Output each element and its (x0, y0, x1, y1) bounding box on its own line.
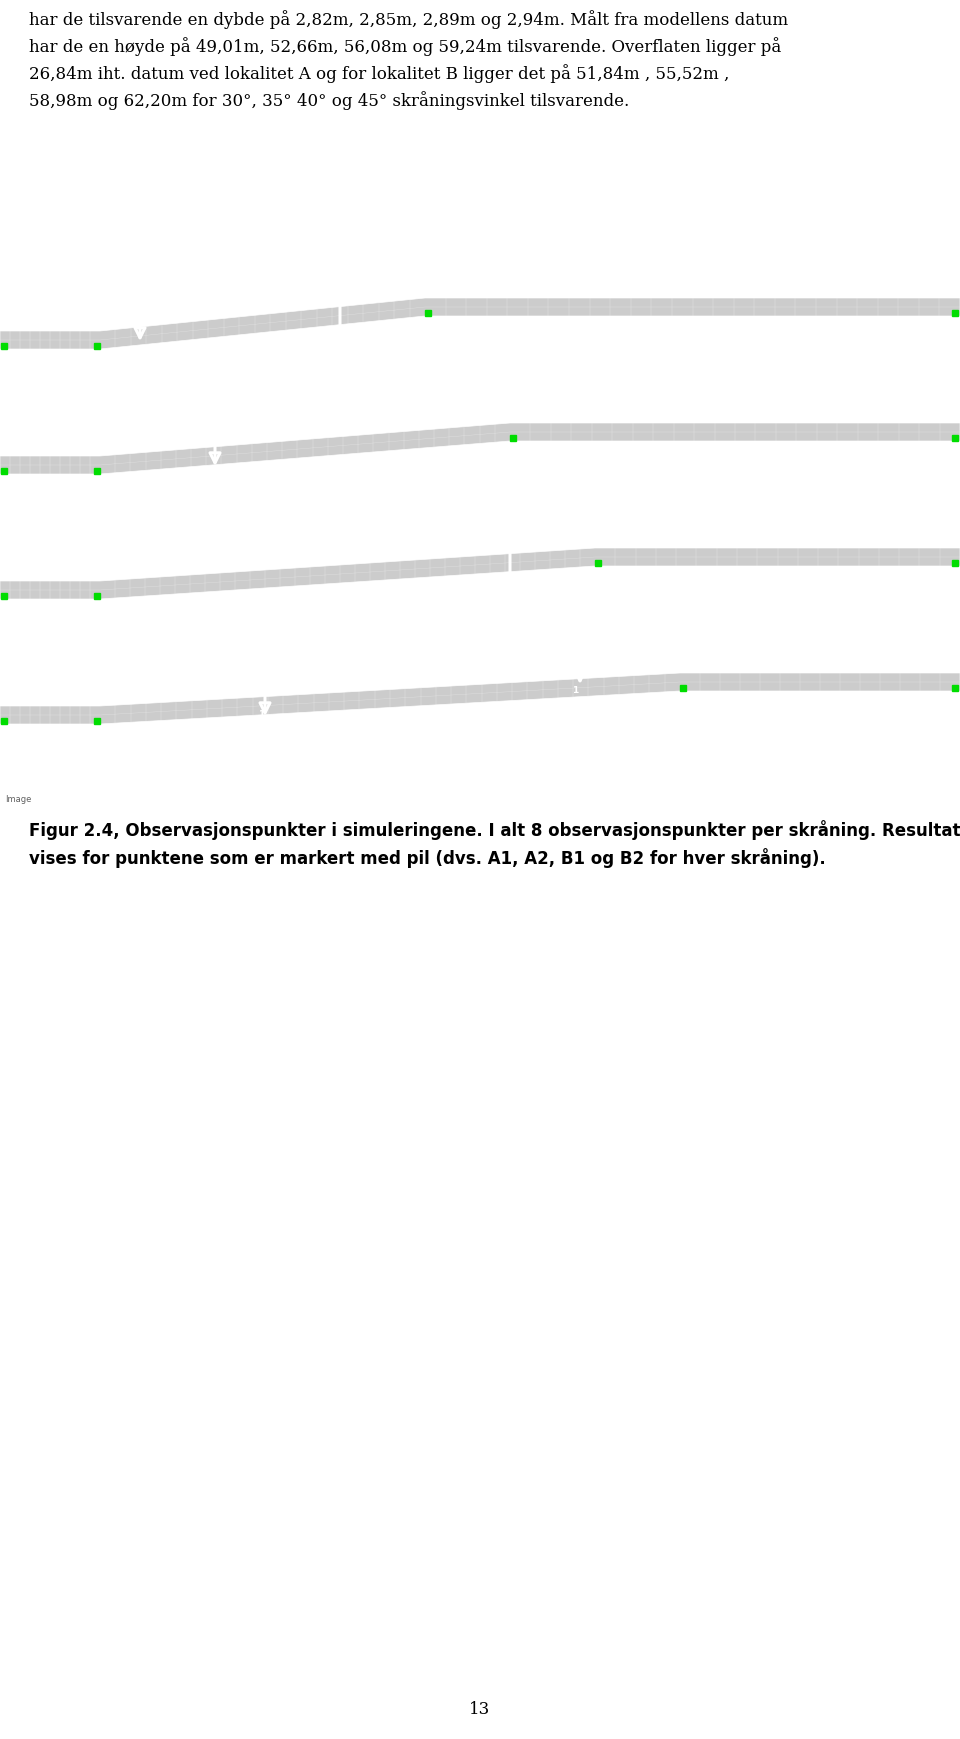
Text: 100 [d]: 100 [d] (785, 791, 821, 802)
Text: B: B (576, 704, 588, 720)
Text: 2: 2 (579, 697, 585, 706)
Text: 2: 2 (264, 722, 270, 730)
Text: Image: Image (5, 795, 32, 803)
Polygon shape (0, 673, 960, 725)
Text: 1: 1 (572, 685, 578, 694)
Text: A: A (261, 730, 273, 744)
Text: har de tilsvarende en dybde på 2,82m, 2,85m, 2,89m og 2,94m. Målt fra modellens : har de tilsvarende en dybde på 2,82m, 2,… (29, 10, 788, 110)
Text: 13: 13 (469, 1701, 491, 1718)
Text: Figur 2.4, Observasjonspunkter i simuleringene. I alt 8 observasjonspunkter per : Figur 2.4, Observasjonspunkter i simuler… (29, 819, 960, 868)
Polygon shape (0, 299, 960, 350)
Polygon shape (0, 550, 960, 600)
Polygon shape (0, 424, 960, 475)
Text: 1: 1 (258, 710, 264, 718)
